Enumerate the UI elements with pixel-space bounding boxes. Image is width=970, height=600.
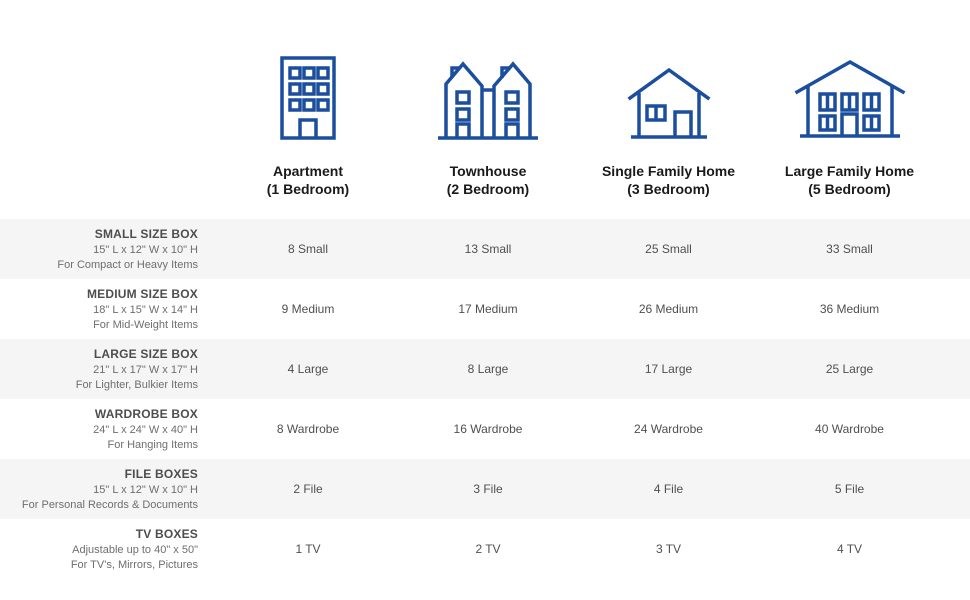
cell-value: 4 Large — [287, 362, 329, 376]
cell-value: 24 Wardrobe — [634, 422, 703, 436]
table-row-small-size-box: SMALL SIZE BOX 15" L x 12" W x 10" H For… — [0, 219, 970, 279]
cell-value: 2 TV — [475, 542, 501, 556]
column-label-line1: Townhouse — [449, 163, 527, 179]
column-label-line1: Large Family Home — [784, 163, 915, 179]
column-label-line1: Apartment — [272, 163, 343, 179]
cell-value: 25 Large — [825, 362, 874, 376]
row-label: SMALL SIZE BOX 15" L x 12" W x 10" H For… — [0, 227, 218, 271]
column-label: Large Family Home (5 Bedroom) — [785, 162, 914, 198]
row-label: MEDIUM SIZE BOX 18" L x 15" W x 14" H Fo… — [0, 287, 218, 331]
row-title: TV BOXES — [135, 527, 198, 541]
column-label-line2: (3 Bedroom) — [627, 181, 710, 197]
large-family-home-icon — [794, 54, 906, 140]
header-spacer — [0, 0, 218, 219]
cell-value: 8 Small — [287, 242, 328, 256]
row-description: For Lighter, Bulkier Items — [75, 379, 198, 391]
row-title: SMALL SIZE BOX — [94, 227, 198, 241]
cell-value: 13 Small — [464, 242, 512, 256]
row-dimensions: 18" L x 15" W x 14" H — [93, 304, 198, 316]
table-row-wardrobe-box: WARDROBE BOX 24" L x 24" W x 40" H For H… — [0, 399, 970, 459]
row-label: TV BOXES Adjustable up to 40" x 50" For … — [0, 527, 218, 571]
row-dimensions: 21" L x 17" W x 17" H — [93, 364, 198, 376]
column-label-line2: (1 Bedroom) — [266, 181, 350, 197]
row-label: WARDROBE BOX 24" L x 24" W x 40" H For H… — [0, 407, 218, 451]
townhouse-icon — [436, 54, 540, 140]
single-family-home-icon — [627, 54, 711, 140]
table-row-medium-size-box: MEDIUM SIZE BOX 18" L x 15" W x 14" H Fo… — [0, 279, 970, 339]
row-description: For Hanging Items — [107, 439, 198, 451]
column-label: Single Family Home (3 Bedroom) — [602, 162, 735, 198]
row-title: MEDIUM SIZE BOX — [86, 287, 198, 301]
row-title: WARDROBE BOX — [94, 407, 198, 421]
cell-value: 3 TV — [655, 542, 682, 556]
row-label: LARGE SIZE BOX 21" L x 17" W x 17" H For… — [0, 347, 218, 391]
column-label: Apartment (1 Bedroom) — [267, 162, 349, 198]
row-dimensions: 15" L x 12" W x 10" H — [93, 484, 198, 496]
cell-value: 4 TV — [836, 542, 863, 556]
cell-value: 5 File — [834, 482, 865, 496]
column-header-large-family-home: Large Family Home (5 Bedroom) — [759, 0, 940, 219]
cell-value: 1 TV — [295, 542, 321, 556]
row-description: For TV's, Mirrors, Pictures — [70, 559, 198, 571]
table-row-file-boxes: FILE BOXES 15" L x 12" W x 10" H For Per… — [0, 459, 970, 519]
cell-value: 17 Large — [644, 362, 693, 376]
row-dimensions: 24" L x 24" W x 40" H — [93, 424, 198, 436]
column-label: Townhouse (2 Bedroom) — [447, 162, 529, 198]
table-row-large-size-box: LARGE SIZE BOX 21" L x 17" W x 17" H For… — [0, 339, 970, 399]
cell-value: 4 File — [653, 482, 684, 496]
cell-value: 26 Medium — [638, 302, 699, 316]
column-label-line2: (2 Bedroom) — [446, 181, 530, 197]
cell-value: 16 Wardrobe — [453, 422, 523, 436]
row-title: FILE BOXES — [124, 467, 198, 481]
row-description: For Personal Records & Documents — [21, 499, 198, 511]
cell-value: 40 Wardrobe — [815, 422, 884, 436]
column-label-line2: (5 Bedroom) — [808, 181, 891, 197]
cell-value: 8 Wardrobe — [276, 422, 340, 436]
row-description: For Compact or Heavy Items — [57, 259, 198, 271]
row-dimensions: Adjustable up to 40" x 50" — [72, 544, 198, 556]
table-header: Apartment (1 Bedroom) — [0, 0, 970, 219]
column-header-townhouse: Townhouse (2 Bedroom) — [398, 0, 578, 219]
cell-value: 2 File — [293, 482, 323, 496]
cell-value: 8 Large — [467, 362, 509, 376]
row-description: For Mid-Weight Items — [93, 319, 198, 331]
row-label: FILE BOXES 15" L x 12" W x 10" H For Per… — [0, 467, 218, 511]
column-header-apartment: Apartment (1 Bedroom) — [218, 0, 398, 219]
cell-value: 9 Medium — [281, 302, 335, 316]
cell-value: 25 Small — [645, 242, 692, 256]
cell-value: 3 File — [473, 482, 503, 496]
row-title: LARGE SIZE BOX — [93, 347, 198, 361]
cell-value: 33 Small — [826, 242, 873, 256]
apartment-icon — [270, 54, 346, 140]
column-header-single-family-home: Single Family Home (3 Bedroom) — [578, 0, 759, 219]
row-dimensions: 15" L x 12" W x 10" H — [93, 244, 198, 256]
table-row-tv-boxes: TV BOXES Adjustable up to 40" x 50" For … — [0, 519, 970, 579]
column-label-line1: Single Family Home — [601, 163, 736, 179]
cell-value: 36 Medium — [819, 302, 880, 316]
cell-value: 17 Medium — [458, 302, 518, 316]
